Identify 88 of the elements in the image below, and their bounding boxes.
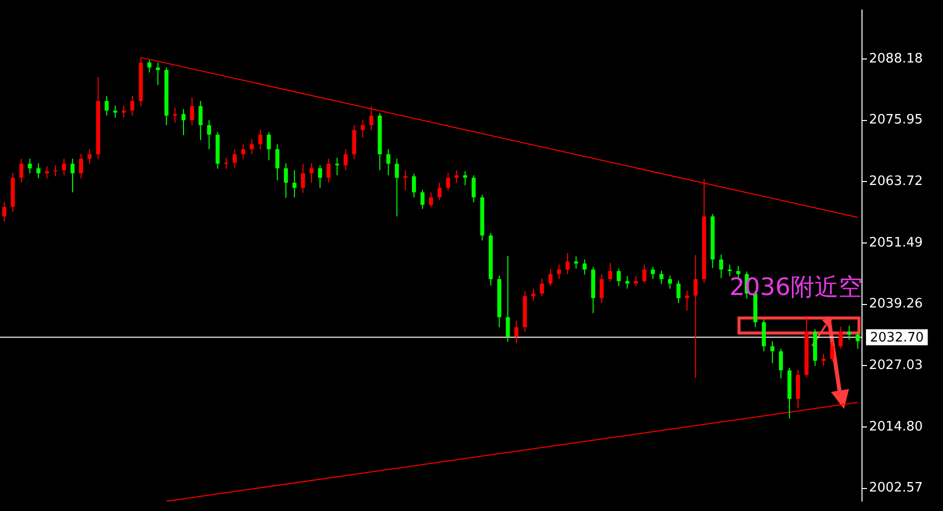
candlestick — [830, 340, 834, 362]
candlestick — [369, 106, 374, 131]
candlestick — [70, 158, 75, 193]
candlestick — [198, 100, 203, 141]
y-tick-label: 2075.95 — [869, 112, 923, 128]
candlestick — [181, 108, 186, 136]
candlestick — [250, 138, 254, 155]
candlestick — [446, 172, 450, 191]
candlestick — [838, 326, 843, 350]
candlestick — [668, 275, 672, 290]
candlestick — [472, 174, 476, 203]
candlestick — [634, 276, 638, 287]
candlestick — [147, 59, 152, 73]
candlestick — [224, 157, 228, 170]
y-tick-label: 2063.72 — [869, 174, 923, 190]
candlestick — [122, 105, 126, 118]
candlestick — [19, 158, 24, 184]
candlestick — [566, 252, 570, 275]
candlestick — [822, 353, 826, 366]
candlestick — [625, 276, 630, 290]
y-tick-label: 2051.49 — [869, 235, 923, 250]
candlestick — [531, 288, 536, 302]
y-tick-label: 2002.57 — [869, 480, 923, 496]
candlestick — [420, 189, 424, 210]
candlestick — [770, 340, 774, 364]
candlestick — [275, 144, 280, 181]
candlestick — [207, 120, 212, 150]
candlestick — [36, 162, 40, 179]
ref-line-label: 2032.70 — [870, 330, 924, 346]
y-tick-label: 2014.80 — [869, 419, 923, 434]
candlestick — [463, 170, 468, 186]
candlestick — [258, 129, 262, 150]
candlestick — [659, 270, 664, 285]
candlestick — [335, 157, 340, 176]
candlestick — [318, 164, 322, 188]
candlestick — [190, 97, 194, 126]
candlestick — [438, 182, 442, 200]
candlestick — [62, 158, 66, 176]
candlestick — [113, 105, 118, 118]
candlestick — [28, 158, 32, 174]
candlestick — [284, 162, 288, 198]
candlestick — [506, 256, 510, 342]
candlestick — [310, 162, 314, 184]
candlestick — [241, 144, 246, 160]
candlestick — [694, 254, 698, 378]
candlestick — [2, 201, 6, 222]
candlestick — [300, 163, 305, 194]
candlestick — [53, 164, 58, 177]
candlestick — [172, 107, 177, 124]
candlestick — [156, 62, 160, 86]
candlestick — [266, 132, 271, 161]
candlestick — [130, 96, 134, 116]
candlestick — [600, 274, 604, 304]
candlestick — [88, 148, 92, 164]
candlestick — [856, 332, 860, 350]
candlestick — [403, 170, 408, 191]
y-tick-label: 2027.03 — [869, 358, 923, 374]
candlestick — [412, 173, 416, 198]
candlestick — [608, 262, 612, 282]
y-tick-label: 2088.18 — [869, 51, 923, 66]
candlestick — [616, 268, 621, 287]
candlestick — [326, 158, 331, 184]
candlestick — [344, 148, 348, 171]
candlestick — [386, 148, 390, 176]
y-tick-label: 2039.26 — [869, 296, 923, 312]
candlestick — [292, 170, 296, 198]
candlestick — [394, 158, 399, 217]
candlestick — [104, 96, 109, 116]
candlestick — [557, 264, 562, 280]
candlestick — [847, 325, 852, 340]
candlestick — [574, 256, 578, 270]
candlestick — [44, 166, 49, 179]
candlestick — [454, 170, 459, 184]
candlestick — [429, 192, 433, 208]
candlestick — [778, 348, 783, 379]
candlestick — [685, 290, 690, 312]
candlestick — [232, 148, 237, 168]
candlestick — [676, 280, 681, 304]
candlestick — [79, 153, 84, 179]
candlestick — [360, 120, 365, 138]
candlestick — [728, 264, 732, 277]
candlestick — [540, 278, 544, 297]
candlestick — [582, 259, 587, 276]
candlestick — [514, 320, 518, 344]
candlestick — [642, 264, 646, 284]
candlestick — [548, 268, 552, 287]
candlestick — [650, 266, 655, 280]
candlestick — [719, 254, 724, 279]
